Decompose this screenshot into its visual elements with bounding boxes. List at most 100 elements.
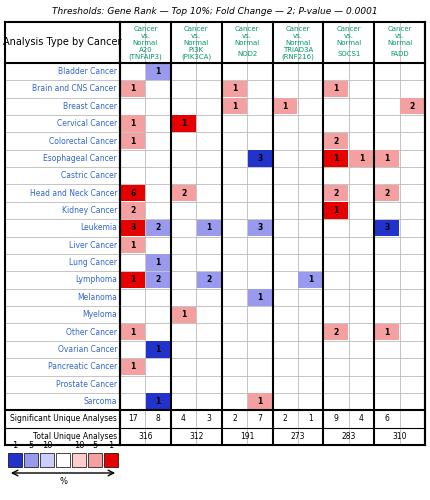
Bar: [196, 219, 222, 236]
Bar: [374, 288, 399, 306]
Bar: [349, 22, 374, 63]
Text: 1: 1: [283, 102, 288, 111]
Text: Kidney Cancer: Kidney Cancer: [61, 206, 117, 215]
Bar: [120, 132, 145, 150]
Bar: [399, 22, 425, 63]
Bar: [324, 150, 348, 166]
Bar: [324, 133, 348, 149]
Bar: [323, 132, 349, 150]
Bar: [196, 254, 222, 272]
Bar: [145, 184, 171, 202]
Bar: [222, 202, 247, 219]
Text: Colorectal Cancer: Colorectal Cancer: [49, 136, 117, 145]
Text: 3: 3: [257, 154, 262, 163]
Bar: [374, 184, 399, 202]
Bar: [171, 202, 196, 219]
Text: 273: 273: [291, 432, 305, 441]
Bar: [247, 272, 273, 288]
Bar: [247, 219, 273, 236]
Bar: [171, 98, 196, 115]
Bar: [145, 358, 171, 376]
Bar: [145, 98, 171, 115]
Bar: [374, 393, 399, 410]
Bar: [247, 254, 273, 272]
Bar: [5, 324, 120, 341]
Text: 1: 1: [384, 154, 390, 163]
Text: 2: 2: [384, 188, 390, 198]
Text: 1: 1: [156, 67, 161, 76]
Bar: [374, 254, 399, 272]
Bar: [222, 393, 247, 410]
Bar: [5, 393, 120, 410]
Bar: [399, 393, 425, 410]
Bar: [247, 22, 273, 63]
Bar: [374, 202, 399, 219]
Text: 2: 2: [181, 188, 186, 198]
Text: Bladder Cancer: Bladder Cancer: [58, 67, 117, 76]
Bar: [273, 358, 298, 376]
Bar: [247, 428, 273, 445]
Bar: [145, 219, 171, 236]
Bar: [171, 306, 196, 324]
Bar: [222, 341, 247, 358]
Bar: [323, 236, 349, 254]
Text: Lymphoma: Lymphoma: [75, 276, 117, 284]
Text: 3: 3: [384, 224, 390, 232]
Bar: [5, 358, 120, 376]
Bar: [273, 324, 298, 341]
Bar: [273, 184, 298, 202]
Bar: [273, 376, 298, 393]
Text: Cervical Cancer: Cervical Cancer: [57, 119, 117, 128]
Bar: [323, 306, 349, 324]
Bar: [247, 306, 273, 324]
Bar: [196, 98, 222, 115]
Bar: [323, 150, 349, 167]
Bar: [171, 167, 196, 184]
Bar: [196, 341, 222, 358]
Bar: [196, 150, 222, 167]
Bar: [323, 428, 349, 445]
Bar: [399, 428, 425, 445]
Bar: [273, 98, 298, 114]
Text: Melanoma: Melanoma: [77, 293, 117, 302]
Text: 2: 2: [283, 414, 288, 424]
Bar: [374, 132, 399, 150]
Bar: [145, 341, 171, 358]
Bar: [375, 324, 399, 340]
Bar: [247, 202, 273, 219]
Bar: [298, 150, 323, 167]
Bar: [298, 22, 323, 63]
Text: PI3K
(PIK3CA): PI3K (PIK3CA): [181, 48, 211, 60]
Bar: [145, 428, 171, 445]
Text: 2: 2: [333, 188, 339, 198]
Bar: [247, 288, 273, 306]
Text: Analysis Type by Cancer: Analysis Type by Cancer: [3, 38, 122, 48]
Bar: [145, 376, 171, 393]
Bar: [196, 80, 222, 98]
Text: Head and Neck Cancer: Head and Neck Cancer: [30, 188, 117, 198]
Text: 2: 2: [156, 224, 161, 232]
Bar: [247, 80, 273, 98]
Text: 283: 283: [341, 432, 356, 441]
Text: 3: 3: [130, 224, 135, 232]
Bar: [298, 358, 323, 376]
Bar: [5, 428, 120, 445]
Bar: [349, 288, 374, 306]
Bar: [222, 324, 247, 341]
Bar: [171, 272, 196, 288]
Bar: [247, 115, 273, 132]
Bar: [247, 393, 273, 410]
Bar: [273, 428, 298, 445]
Bar: [56, 453, 70, 467]
Bar: [374, 376, 399, 393]
Text: 1: 1: [156, 258, 161, 267]
Bar: [374, 98, 399, 115]
Text: 4: 4: [359, 414, 364, 424]
Bar: [5, 410, 120, 428]
Text: 1: 1: [384, 328, 390, 336]
Bar: [323, 202, 349, 219]
Text: 1: 1: [156, 345, 161, 354]
Bar: [171, 219, 196, 236]
Text: Myeloma: Myeloma: [82, 310, 117, 319]
Text: Lung Cancer: Lung Cancer: [69, 258, 117, 267]
